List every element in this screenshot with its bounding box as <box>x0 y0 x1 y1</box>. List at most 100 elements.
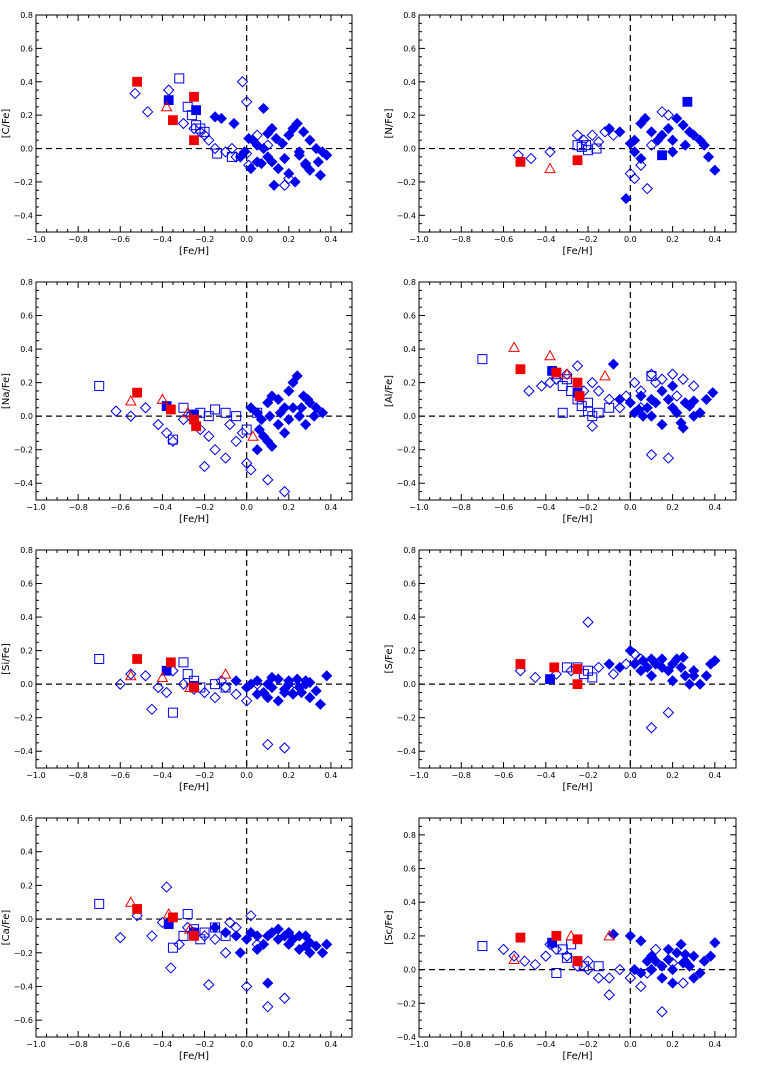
point-open-triangle <box>247 430 259 441</box>
point-filled-diamond <box>635 935 647 947</box>
y-tick-label: 0.0 <box>403 680 416 689</box>
point-open-diamond <box>278 485 291 498</box>
point-filled-diamond <box>688 950 700 962</box>
point-open-diamond <box>146 930 158 942</box>
x-tick-label: 0.0 <box>624 503 637 512</box>
point-open-triangle <box>565 929 578 941</box>
point-open-diamond <box>540 950 552 962</box>
x-tick-label: 0.4 <box>325 771 338 780</box>
y-tick-label: 0.4 <box>20 345 33 354</box>
point-filled-diamond <box>321 938 333 950</box>
point-filled-diamond <box>220 926 232 939</box>
point-open-diamond <box>209 691 221 704</box>
point-open-square <box>252 407 263 418</box>
point-filled-diamond <box>291 370 303 382</box>
point-filled-diamond <box>302 393 314 405</box>
point-open-diamond <box>550 668 563 680</box>
point-open-diamond <box>141 106 154 118</box>
point-open-diamond <box>226 142 238 155</box>
x-tick-label: −0.4 <box>536 771 555 780</box>
point-open-diamond <box>240 980 253 993</box>
point-open-diamond <box>603 989 615 1001</box>
point-filled-diamond <box>234 947 246 959</box>
point-filled-diamond <box>272 923 284 935</box>
point-open-diamond <box>624 167 637 180</box>
point-filled-square-red <box>515 364 526 375</box>
point-open-diamond <box>635 159 647 171</box>
point-open-diamond <box>240 457 253 469</box>
point-filled-diamond <box>266 440 278 452</box>
point-filled-square-red <box>572 956 583 967</box>
point-filled-diamond <box>624 397 636 409</box>
point-open-diamond <box>203 430 215 442</box>
x-tick-label: 0.4 <box>708 503 721 512</box>
point-open-diamond <box>624 972 637 984</box>
point-filled-diamond <box>287 402 299 414</box>
point-filled-diamond <box>683 678 696 690</box>
point-open-diamond <box>262 474 274 486</box>
y-tick-label: 0.2 <box>403 647 416 656</box>
point-filled-diamond <box>641 661 653 673</box>
point-filled-diamond <box>628 964 641 976</box>
point-filled-diamond <box>675 938 687 950</box>
point-open-diamond <box>278 742 291 754</box>
plot-frame <box>35 549 353 769</box>
point-open-square <box>167 942 178 953</box>
point-filled-square-red <box>191 421 202 432</box>
panel-s: −1.0 −0.8 −0.6 −0.4 −0.2 0.0 0.2 0.4 −0.4 −0.2 0.0… <box>384 546 737 793</box>
x-tick-label: 0.4 <box>708 235 721 244</box>
point-open-square <box>167 434 178 445</box>
point-filled-diamond <box>645 950 658 962</box>
point-open-diamond <box>251 678 263 690</box>
point-open-triangle <box>124 896 137 907</box>
point-filled-diamond <box>283 926 295 939</box>
point-open-square <box>182 669 193 680</box>
point-open-diamond <box>628 376 641 389</box>
x-tick-label: 0.0 <box>240 235 253 244</box>
point-open-diamond <box>209 933 221 945</box>
point-filled-diamond <box>304 134 316 146</box>
point-open-triangle <box>219 668 232 679</box>
point-open-diamond <box>278 992 291 1004</box>
point-open-triangle <box>508 341 520 352</box>
y-tick-label: −0.4 <box>397 747 416 756</box>
x-tick-label: −0.4 <box>153 771 172 780</box>
point-filled-diamond <box>656 661 668 673</box>
y-axis-label: [C/Fe] <box>1 109 12 139</box>
point-filled-diamond <box>251 156 263 168</box>
y-tick-label: 0.0 <box>403 145 416 154</box>
y-axis-label: [Na/Fe] <box>1 373 12 409</box>
point-open-diamond <box>230 688 242 700</box>
x-tick-label: 0.0 <box>240 503 253 512</box>
point-open-diamond <box>139 402 152 414</box>
y-tick-label: 0.2 <box>403 932 416 941</box>
point-open-square <box>576 401 587 412</box>
point-open-diamond <box>628 172 641 185</box>
point-open-diamond <box>525 152 537 165</box>
point-filled-diamond <box>251 930 263 942</box>
x-tick-label: −0.2 <box>195 235 214 244</box>
point-open-diamond <box>139 670 152 682</box>
point-open-triangle <box>162 907 175 919</box>
point-filled-diamond <box>667 380 679 392</box>
y-tick-label: 0.2 <box>20 111 33 120</box>
point-filled-diamond <box>662 393 674 405</box>
point-open-diamond <box>114 678 126 690</box>
point-open-diamond <box>586 376 599 389</box>
point-open-diamond <box>578 134 590 146</box>
y-tick-label: −0.2 <box>14 949 33 958</box>
x-tick-label: −0.6 <box>494 235 513 244</box>
x-tick-label: 0.2 <box>666 503 679 512</box>
point-open-square <box>182 101 193 112</box>
point-filled-diamond <box>688 670 700 682</box>
y-tick-label: −0.4 <box>14 747 33 756</box>
y-tick-label: 0.6 <box>403 312 416 321</box>
data-points <box>94 370 329 498</box>
x-tick-label: −0.2 <box>578 1040 597 1049</box>
x-tick-label: −0.4 <box>536 235 555 244</box>
point-open-diamond <box>203 134 215 146</box>
point-open-diamond <box>645 722 658 734</box>
point-filled-diamond <box>295 402 308 414</box>
point-filled-diamond <box>709 937 721 949</box>
point-filled-diamond <box>639 112 651 125</box>
